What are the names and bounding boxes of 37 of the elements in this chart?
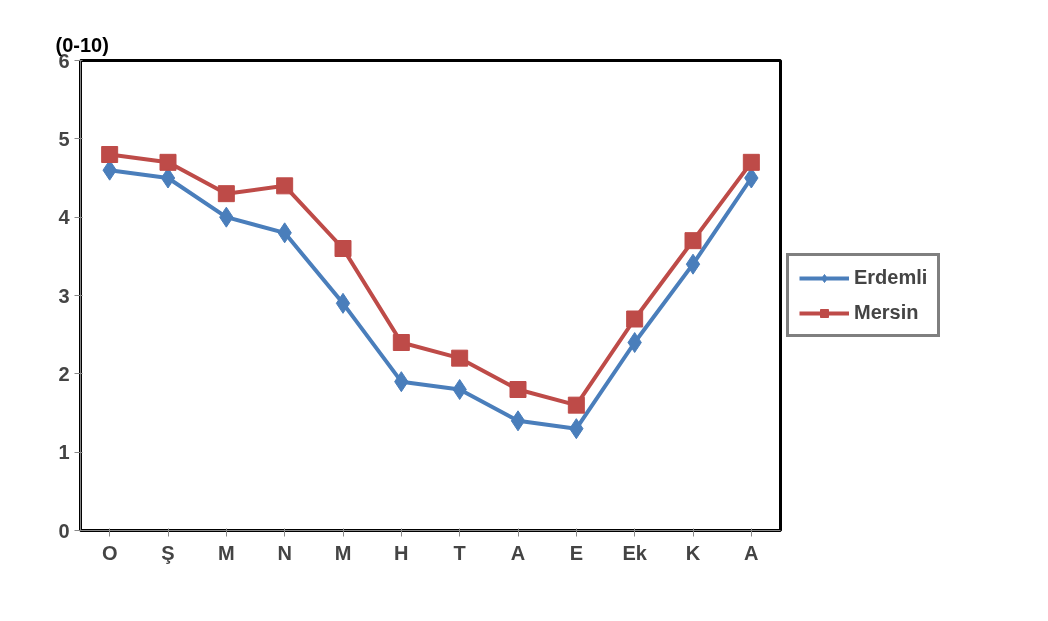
point <box>276 177 294 195</box>
point <box>159 153 177 171</box>
y-tick-label: 5 <box>58 127 70 150</box>
x-tick-label: M <box>334 541 352 564</box>
y-tick-label: 4 <box>58 206 71 229</box>
point <box>335 292 351 314</box>
x-tick-label: A <box>510 541 526 564</box>
x-tick-label: Ş <box>161 541 175 564</box>
point <box>101 146 119 163</box>
legend-label: Erdemli <box>854 266 928 289</box>
point <box>567 396 585 414</box>
x-tick-label: T <box>453 541 466 564</box>
x-tick-label: M <box>218 541 235 564</box>
y-tick-label: 3 <box>58 284 70 307</box>
y-tick-label: 1 <box>58 441 70 464</box>
point <box>509 381 527 398</box>
x-tick-label: N <box>277 541 292 564</box>
legend-label: Mersin <box>854 301 919 324</box>
point <box>684 232 702 250</box>
x-tick-label: H <box>394 541 409 564</box>
y-tick-label: 2 <box>58 362 70 385</box>
point <box>452 379 467 400</box>
point <box>627 332 642 353</box>
x-tick-label: O <box>101 541 118 564</box>
point <box>334 240 352 257</box>
point <box>510 410 526 432</box>
x-tick-label: Ek <box>622 541 648 564</box>
point <box>451 349 469 367</box>
point <box>392 334 410 351</box>
x-tick-label: E <box>569 541 584 564</box>
point <box>685 253 701 275</box>
x-tick-label: A <box>744 541 759 564</box>
y-tick-label: 0 <box>58 519 70 542</box>
x-tick-label: K <box>685 541 701 564</box>
point <box>742 153 760 171</box>
point <box>626 310 644 328</box>
point <box>217 185 235 203</box>
